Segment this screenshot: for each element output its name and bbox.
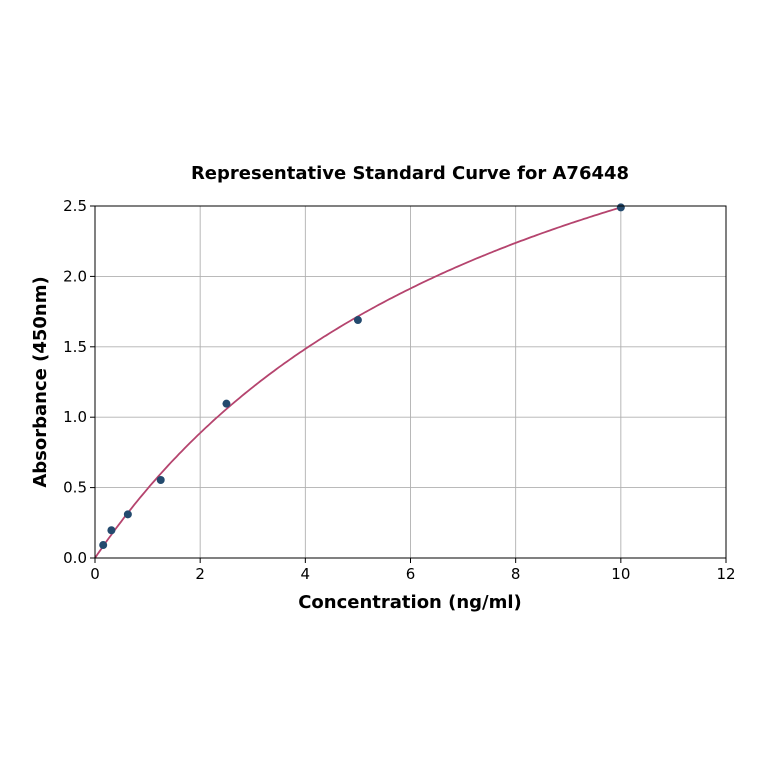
data-point xyxy=(156,475,165,484)
grid xyxy=(94,205,727,559)
y-tick-label: 1.0 xyxy=(63,408,87,426)
data-point xyxy=(123,510,132,519)
x-tick-label: 6 xyxy=(406,565,416,583)
x-tick-label: 12 xyxy=(716,565,735,583)
y-tick-label: 2.5 xyxy=(63,197,87,215)
y-ticks: 0.0 0.5 1.0 1.5 2.0 2.5 xyxy=(63,197,95,567)
data-point xyxy=(616,203,625,212)
y-tick-label: 2.0 xyxy=(63,267,87,285)
x-tick-label: 4 xyxy=(301,565,311,583)
x-tick-label: 10 xyxy=(611,565,630,583)
x-ticks: 0 2 4 6 8 10 12 xyxy=(90,558,736,583)
data-point xyxy=(353,316,362,325)
data-point xyxy=(107,526,116,535)
data-point xyxy=(99,541,108,550)
y-tick-label: 1.5 xyxy=(63,338,87,356)
x-axis-label: Concentration (ng/ml) xyxy=(298,592,522,613)
x-tick-label: 2 xyxy=(195,565,205,583)
y-axis-label: Absorbance (450nm) xyxy=(30,276,51,487)
x-tick-label: 0 xyxy=(90,565,100,583)
data-points xyxy=(99,203,625,550)
y-tick-label: 0.5 xyxy=(63,479,87,497)
chart-title: Representative Standard Curve for A76448 xyxy=(191,163,629,184)
data-point xyxy=(222,399,231,408)
x-tick-label: 8 xyxy=(511,565,521,583)
fit-curve xyxy=(94,206,622,559)
y-tick-label: 0.0 xyxy=(63,549,87,567)
